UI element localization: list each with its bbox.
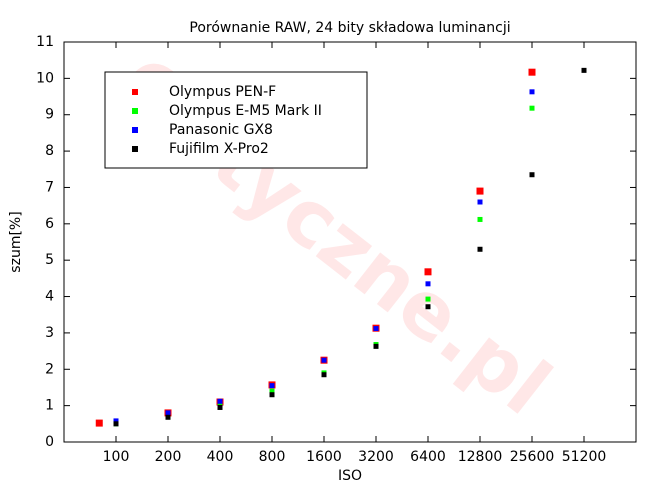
x-tick-label: 400 <box>207 449 234 465</box>
legend-marker <box>132 146 138 152</box>
point <box>165 410 171 416</box>
point <box>529 89 535 95</box>
point <box>113 418 119 424</box>
x-tick-label: 200 <box>155 449 182 465</box>
y-tick-label: 8 <box>45 143 54 159</box>
point <box>425 296 431 302</box>
y-tick-label: 11 <box>36 34 54 50</box>
y-tick-label: 4 <box>45 289 54 305</box>
y-tick-label: 9 <box>45 107 54 123</box>
point <box>269 388 275 394</box>
point <box>269 392 275 398</box>
y-tick-label: 2 <box>45 361 54 377</box>
y-tick-label: 3 <box>45 325 54 341</box>
chart-title: Porównanie RAW, 24 bity składowa luminan… <box>189 20 510 36</box>
point <box>373 326 379 332</box>
x-tick-label: 100 <box>103 449 130 465</box>
point <box>269 383 275 389</box>
y-tick-label: 10 <box>36 70 54 86</box>
point <box>373 343 379 349</box>
point <box>529 172 535 178</box>
legend-label: Olympus E-M5 Mark II <box>169 103 322 119</box>
point <box>321 372 327 378</box>
point <box>217 398 223 404</box>
y-tick-label: 0 <box>45 434 54 450</box>
legend-marker <box>132 89 138 95</box>
x-tick-label: 12800 <box>458 449 503 465</box>
legend-label: Fujifilm X-Pro2 <box>169 141 269 157</box>
point <box>477 216 483 222</box>
point <box>528 68 536 76</box>
y-tick-label: 6 <box>45 216 54 232</box>
x-axis-label: ISO <box>338 468 362 484</box>
legend-box <box>104 71 368 169</box>
legend-label: Panasonic GX8 <box>169 122 273 138</box>
y-tick-label: 5 <box>45 252 54 268</box>
y-axis-label: szum[%] <box>8 211 24 272</box>
y-tick-label: 1 <box>45 398 54 414</box>
x-tick-label: 51200 <box>562 449 607 465</box>
point <box>529 105 535 111</box>
legend-label: Olympus PEN-F <box>169 84 276 100</box>
plot-frame <box>63 41 637 443</box>
point <box>165 414 171 420</box>
point <box>113 421 119 427</box>
x-tick-label: 800 <box>259 449 286 465</box>
point <box>321 357 327 363</box>
point <box>477 199 483 205</box>
point <box>476 187 484 195</box>
x-tick-label: 3200 <box>358 449 394 465</box>
point <box>425 281 431 287</box>
point <box>217 401 223 407</box>
point <box>581 67 587 73</box>
legend-marker <box>132 127 138 133</box>
point <box>95 419 103 427</box>
point <box>217 404 223 410</box>
x-tick-label: 1600 <box>306 449 342 465</box>
x-tick-label: 25600 <box>510 449 555 465</box>
x-tick-label: 6400 <box>410 449 446 465</box>
point <box>424 268 432 276</box>
y-tick-label: 7 <box>45 179 54 195</box>
point <box>477 246 483 252</box>
legend-marker <box>132 108 138 114</box>
point <box>425 304 431 310</box>
